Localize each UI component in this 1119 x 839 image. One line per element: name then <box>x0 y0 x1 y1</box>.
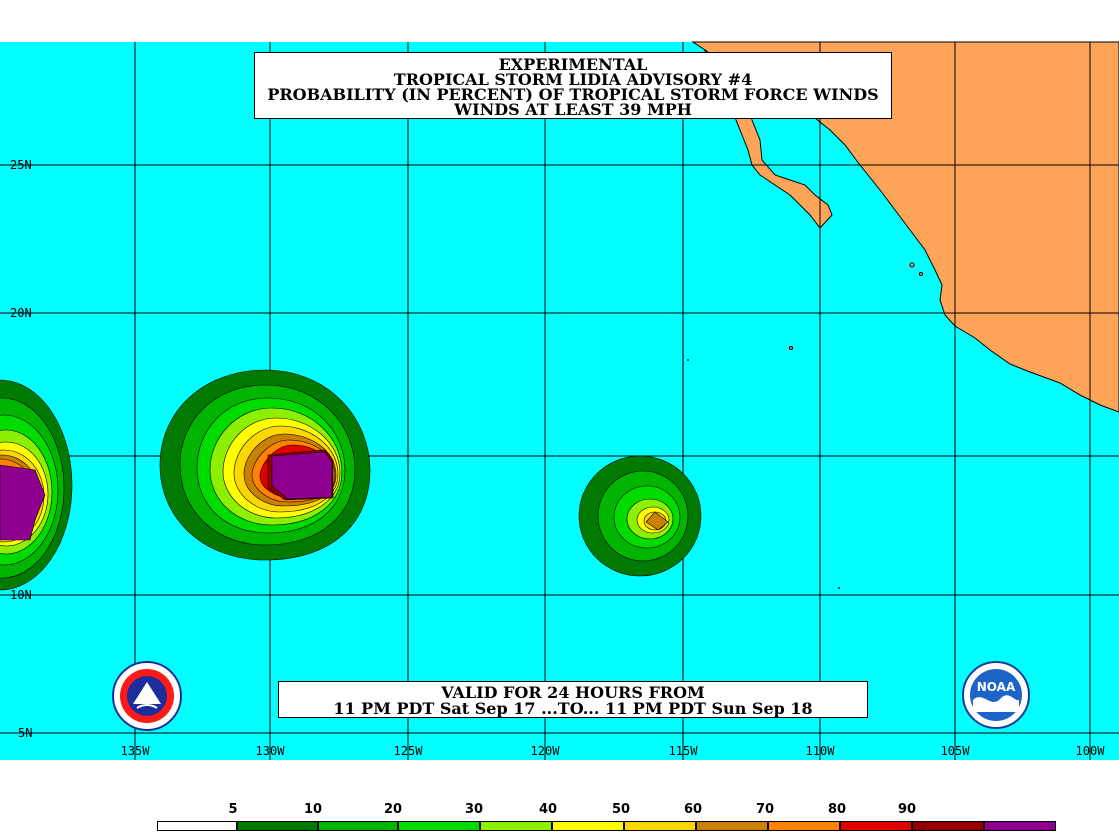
legend-label: 60 <box>683 802 703 817</box>
island <box>909 262 915 268</box>
lon-label: 105W <box>940 744 970 758</box>
lat-label: 25N <box>10 158 32 172</box>
lat-label: 10N <box>10 588 32 602</box>
lon-label: 130W <box>255 744 285 758</box>
legend-swatch <box>768 821 840 831</box>
title-line-2: TROPICAL STORM LIDIA ADVISORY #4 <box>393 70 753 89</box>
grid <box>0 42 1119 760</box>
title-line-3: PROBABILITY (IN PERCENT) OF TROPICAL STO… <box>267 85 879 104</box>
valid-line-1: VALID FOR 24 HOURS FROM <box>441 683 705 702</box>
legend-swatch <box>984 821 1056 831</box>
noaa-logo-text: NOAA <box>977 680 1016 694</box>
legend-label: 80 <box>827 802 847 817</box>
legend-label: 70 <box>755 802 775 817</box>
legend-label: 40 <box>538 802 558 817</box>
probability-contours-east <box>578 455 702 577</box>
valid-line-2: 11 PM PDT Sat Sep 17 ...TO... 11 PM PDT … <box>333 699 813 718</box>
lon-label: 120W <box>530 744 560 758</box>
title-line-4: WINDS AT LEAST 39 MPH <box>454 100 692 119</box>
noaa-logo-icon: NOAA <box>962 661 1030 729</box>
island <box>789 346 793 350</box>
legend-label: 90 <box>897 802 917 817</box>
legend-swatch <box>552 821 624 831</box>
legend-swatch <box>398 821 480 831</box>
valid-box: VALID FOR 24 HOURS FROM 11 PM PDT Sat Se… <box>278 681 868 718</box>
lon-label: 135W <box>120 744 150 758</box>
legend-swatch <box>696 821 768 831</box>
legend-label: 5 <box>228 802 238 817</box>
legend-swatch <box>318 821 398 831</box>
legend-label: 50 <box>611 802 631 817</box>
island <box>838 587 840 589</box>
legend-swatch <box>624 821 696 831</box>
lon-label: 100W <box>1075 744 1105 758</box>
probability-contours-central <box>159 369 371 561</box>
lat-label: 20N <box>10 306 32 320</box>
lat-label: 5N <box>18 726 33 740</box>
lon-label: 110W <box>805 744 835 758</box>
legend-swatch <box>840 821 912 831</box>
legend-swatch <box>157 821 237 831</box>
legend-swatch <box>480 821 552 831</box>
nws-logo-icon <box>112 661 182 731</box>
legend-swatch <box>912 821 984 831</box>
title-line-1: EXPERIMENTAL <box>498 55 648 74</box>
title-box: EXPERIMENTAL TROPICAL STORM LIDIA ADVISO… <box>254 52 892 119</box>
legend-swatch <box>237 821 318 831</box>
legend-label: 10 <box>303 802 323 817</box>
lon-label: 125W <box>393 744 423 758</box>
island <box>687 359 689 361</box>
legend-label: 30 <box>464 802 484 817</box>
island <box>919 272 923 276</box>
lon-label: 115W <box>668 744 698 758</box>
probability-contours-west <box>0 379 73 591</box>
legend-label: 20 <box>383 802 403 817</box>
